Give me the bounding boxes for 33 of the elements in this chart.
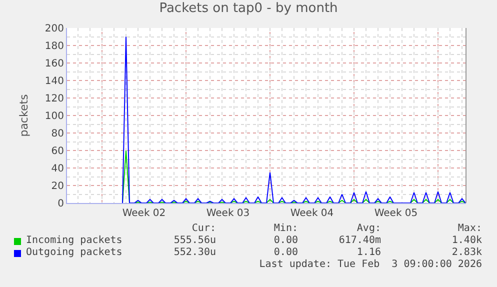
y-tick-label: 80 [51, 128, 64, 140]
y-tick-label: 140 [44, 76, 64, 87]
text: Avg: [356, 223, 381, 235]
text: 1.16 [356, 247, 381, 259]
text: 1.40k [452, 235, 482, 247]
y-tick-label: 180 [44, 41, 64, 52]
y-tick-label: 0 [58, 198, 64, 210]
x-tick-label: Week 05 [374, 208, 418, 219]
x-tick-label: Week 04 [290, 208, 334, 219]
text: Cur: [192, 223, 216, 235]
line-series [122, 36, 466, 203]
text: 617.40m [338, 235, 381, 247]
y-tick-label: 100 [44, 111, 64, 122]
x-tick-label: Week 02 [122, 208, 166, 219]
text: Min: [274, 223, 298, 235]
text: Last update: Tue Feb 3 09:00:00 2026 [259, 259, 482, 271]
y-tick-label: 160 [44, 58, 64, 70]
text: 0.00 [274, 235, 298, 247]
text: 2.83k [452, 247, 482, 259]
chart-title: Packets on tap0 - by month [159, 0, 338, 16]
y-tick-label: 200 [44, 24, 64, 34]
text: Max: [458, 223, 482, 235]
x-tick-label: Week 03 [206, 208, 250, 219]
y-tick-label: 120 [44, 94, 64, 104]
y-tick-label: 40 [51, 164, 64, 174]
legend-label: Outgoing packets [26, 247, 122, 259]
y-tick-label: 20 [51, 181, 64, 192]
y-axis-title: packets [18, 94, 31, 137]
text: 552.30u [174, 247, 216, 259]
text: 555.56u [174, 235, 216, 247]
y-tick-label: 60 [51, 146, 64, 157]
legend-label: Incoming packets [26, 235, 122, 247]
text: 0.00 [274, 247, 298, 259]
